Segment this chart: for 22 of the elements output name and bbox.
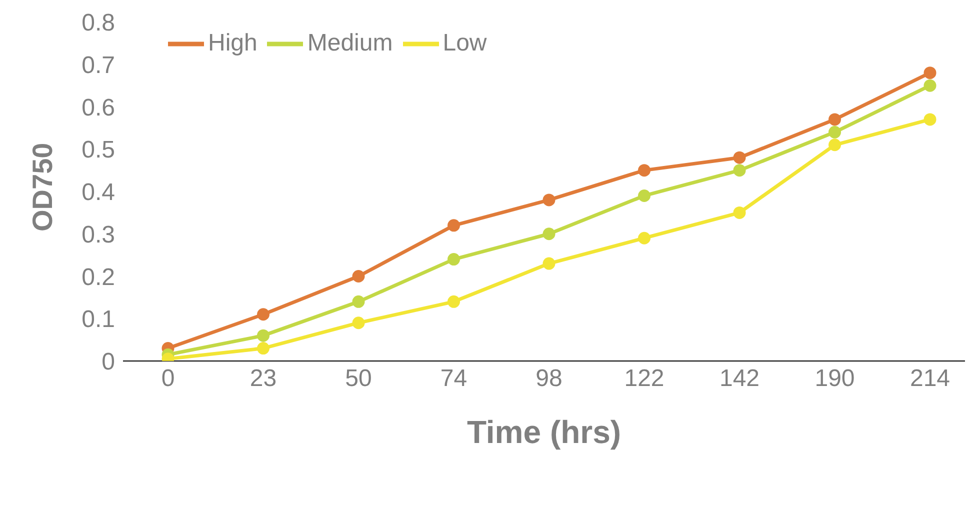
x-tick-label: 0	[161, 365, 175, 392]
y-tick-label: 0.3	[82, 221, 115, 248]
y-tick-label: 0.8	[82, 10, 115, 37]
y-tick-label: 0.6	[82, 94, 115, 122]
y-tick-label: 0.7	[82, 52, 115, 79]
legend-label: Medium	[307, 29, 393, 56]
y-axis-title: OD750	[26, 142, 58, 232]
x-tick-label: 214	[910, 365, 950, 392]
x-tick-label: 122	[624, 365, 664, 392]
y-tick-label: 0.1	[82, 306, 115, 334]
x-tick-label: 23	[250, 365, 277, 392]
legend-label: High	[208, 29, 258, 56]
x-tick-label: 50	[345, 365, 372, 392]
x-tick-label: 142	[719, 365, 760, 392]
y-tick-label: 0.5	[82, 136, 115, 164]
x-tick-label: 98	[536, 365, 562, 392]
legend-label: Low	[442, 29, 487, 56]
x-tick-label: 74	[440, 365, 468, 392]
x-axis-title: Time (hrs)	[466, 414, 622, 450]
y-tick-label: 0.2	[82, 264, 115, 291]
x-tick-label: 190	[814, 365, 855, 392]
y-tick-label: 0.4	[82, 179, 115, 206]
